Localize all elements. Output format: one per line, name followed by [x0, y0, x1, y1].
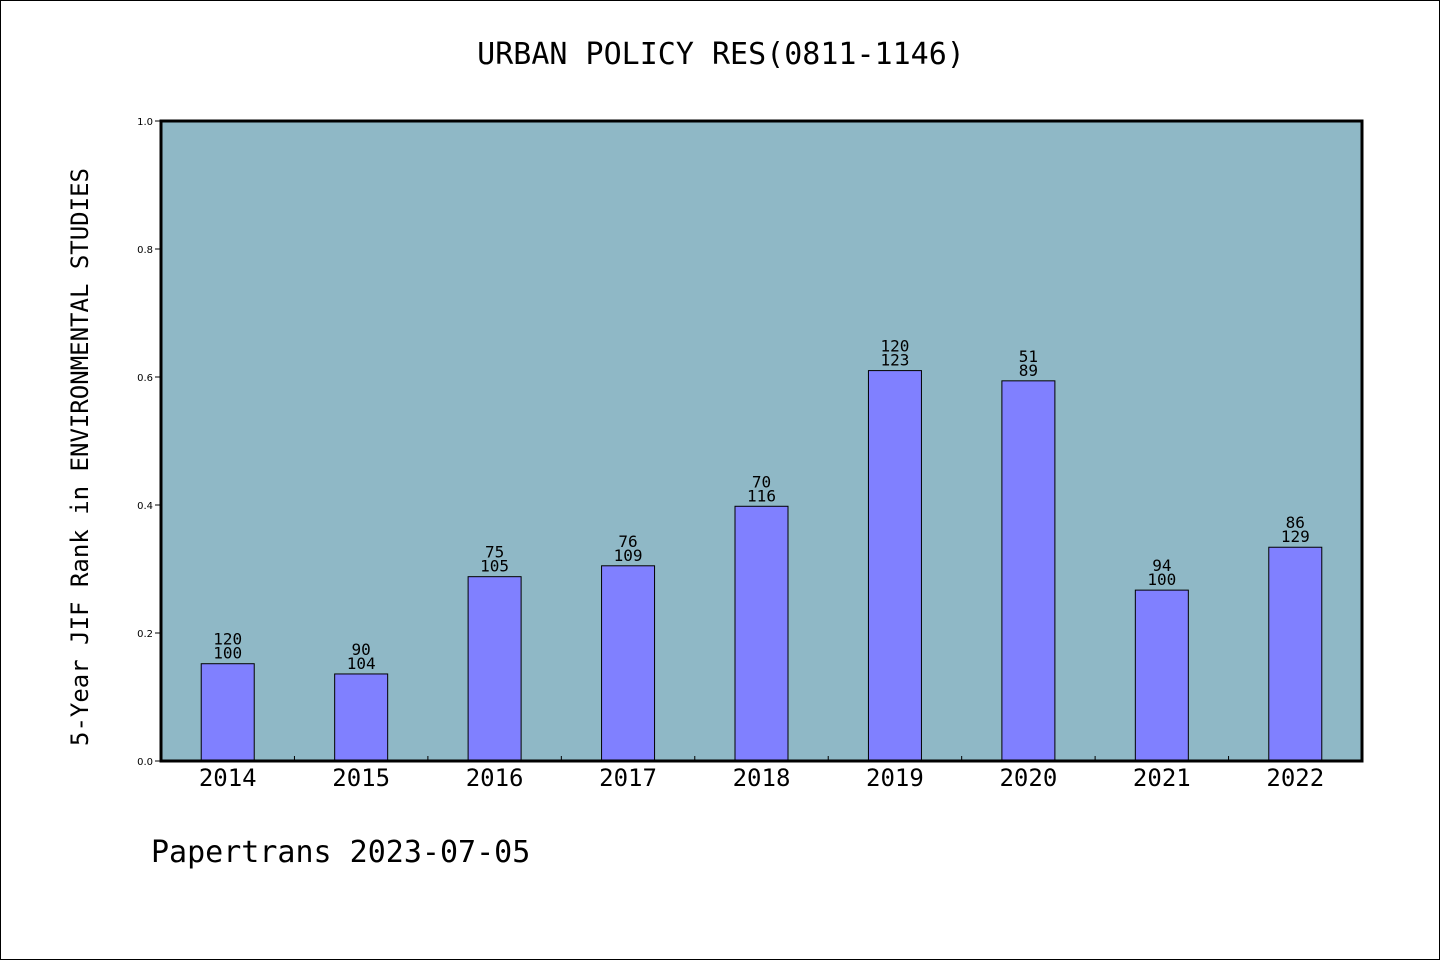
data-label-top: 94	[1152, 556, 1171, 575]
data-label-bottom: 123	[880, 351, 909, 370]
y-tick-label: 0.6	[137, 373, 153, 384]
footer-source-date: Papertrans 2023-07-05	[151, 835, 531, 870]
bar-2022	[1268, 546, 1323, 762]
y-tick-label: 0.8	[137, 245, 153, 256]
chart-title: URBAN POLICY RES(0811-1146)	[477, 37, 965, 72]
bar-2017	[601, 565, 656, 762]
bar-2016	[467, 576, 522, 762]
data-label-top: 70	[752, 472, 771, 491]
data-label-top: 75	[485, 543, 504, 562]
bar-2021	[1134, 589, 1189, 762]
plot-frame	[159, 119, 1364, 763]
data-label-bottom: 105	[480, 557, 509, 576]
bar-2019	[867, 370, 922, 762]
data-label-bottom: 100	[213, 644, 242, 663]
data-label-bottom: 129	[1281, 527, 1310, 546]
x-tick-label: 2022	[1266, 764, 1324, 792]
x-tick-label: 2017	[599, 764, 657, 792]
bar-2014	[200, 663, 255, 762]
x-tick-label: 2015	[332, 764, 390, 792]
y-tick-label: 1.0	[137, 117, 153, 128]
x-tick-label: 2018	[733, 764, 791, 792]
data-label-top: 86	[1286, 513, 1305, 532]
x-tick-label: 2019	[866, 764, 924, 792]
y-tick-label: 0.0	[137, 757, 153, 768]
data-label-top: 120	[880, 337, 909, 356]
bar-2020	[1001, 380, 1056, 762]
y-tick-label: 0.2	[137, 629, 153, 640]
data-label-bottom: 104	[347, 654, 376, 673]
bar-2018	[734, 505, 789, 762]
x-tick-label: 2020	[999, 764, 1057, 792]
data-label-bottom: 89	[1019, 361, 1038, 380]
y-tick-label: 0.4	[137, 501, 153, 512]
data-label-bottom: 116	[747, 486, 776, 505]
x-tick-label: 2014	[199, 764, 257, 792]
x-tick-label: 2016	[466, 764, 524, 792]
data-label-top: 90	[352, 640, 371, 659]
data-label-bottom: 109	[614, 546, 643, 565]
x-tick-label: 2021	[1133, 764, 1191, 792]
data-label-top: 76	[618, 532, 637, 551]
data-label-bottom: 100	[1147, 570, 1176, 589]
bar-2015	[334, 673, 389, 762]
data-label-top: 120	[213, 630, 242, 649]
data-label-top: 51	[1019, 347, 1038, 366]
